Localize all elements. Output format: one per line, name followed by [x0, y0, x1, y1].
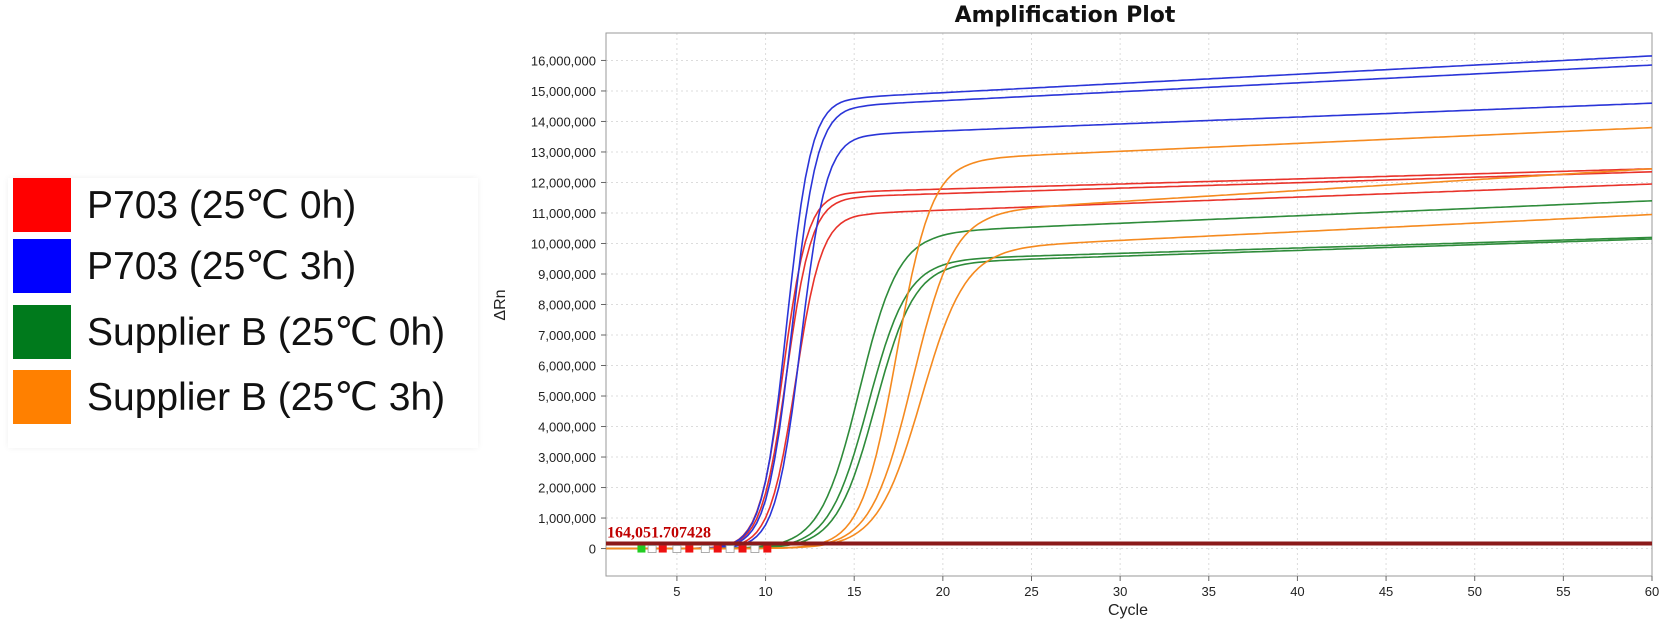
legend-item: Supplier B (25℃ 0h): [13, 305, 445, 359]
x-tick-label: 60: [1645, 584, 1659, 599]
y-tick-label: 5,000,000: [538, 389, 596, 404]
legend-swatch: [13, 305, 71, 359]
y-tick-label: 11,000,000: [532, 206, 596, 221]
legend-label: Supplier B (25℃ 0h): [87, 310, 446, 354]
baseline-marker: [763, 545, 772, 553]
y-tick-label: 1,000,000: [538, 511, 596, 526]
x-tick-label: 5: [673, 584, 680, 599]
chart-title: Amplification Plot: [955, 3, 1176, 28]
legend-swatch: [13, 239, 71, 293]
x-tick-label: 30: [1113, 584, 1127, 599]
series-group: [606, 55, 1653, 550]
y-tick-label: 0: [589, 542, 596, 557]
y-tick-label: 16,000,000: [531, 53, 596, 68]
y-tick-label: 13,000,000: [531, 145, 596, 160]
legend-label: P703 (25℃ 3h): [87, 244, 357, 288]
amplification-curve: [606, 55, 1653, 550]
amplification-curve: [606, 168, 1653, 550]
y-tick-label: 12,000,000: [531, 175, 596, 190]
y-tick-label: 3,000,000: [538, 450, 596, 465]
y-tick-label: 6,000,000: [538, 359, 596, 374]
chart-legend: P703 (25℃ 0h) P703 (25℃ 3h) Supplier B (…: [8, 178, 478, 448]
y-tick-label: 15,000,000: [531, 84, 596, 99]
baseline-marker: [713, 545, 722, 553]
legend-swatch: [13, 178, 71, 232]
grid: [606, 33, 1653, 576]
legend-item: Supplier B (25℃ 3h): [13, 370, 445, 424]
x-tick-label: 50: [1467, 584, 1481, 599]
x-axis-label: Cycle: [1108, 602, 1148, 619]
x-tick-label: 55: [1556, 584, 1570, 599]
legend-item: P703 (25℃ 3h): [13, 239, 356, 293]
baseline-marker: [637, 545, 646, 553]
baseline-marker: [685, 545, 694, 553]
legend-swatch: [13, 370, 71, 424]
y-axis-label: ΔRn: [492, 289, 509, 320]
legend-item: P703 (25℃ 0h): [13, 178, 356, 232]
amplification-curve: [606, 64, 1653, 550]
amplification-curve: [606, 126, 1653, 550]
y-tick-label: 8,000,000: [538, 298, 596, 313]
x-tick-label: 40: [1290, 584, 1304, 599]
legend-label: P703 (25℃ 0h): [87, 183, 357, 227]
amplification-curve: [606, 102, 1653, 550]
x-tick-label: 15: [847, 584, 861, 599]
y-tick-label: 10,000,000: [531, 236, 596, 251]
y-tick-label: 7,000,000: [538, 328, 596, 343]
y-axis: 0 1,000,000 2,000,000 3,000,000 4,000,000 5,0…: [531, 53, 606, 557]
amplification-curve: [606, 238, 1653, 550]
x-tick-label: 10: [758, 584, 772, 599]
amplification-curve: [606, 183, 1653, 550]
y-tick-label: 14,000,000: [531, 114, 596, 129]
threshold-group: 164,051.707428: [606, 525, 1652, 546]
well-markers: [637, 545, 772, 553]
x-tick-label: 35: [1202, 584, 1216, 599]
baseline-marker: [725, 545, 735, 553]
baseline-marker: [672, 545, 682, 553]
y-tick-label: 2,000,000: [538, 481, 596, 496]
baseline-marker: [738, 545, 747, 553]
amplification-curve: [606, 171, 1653, 550]
amplification-curve: [606, 213, 1653, 550]
x-tick-label: 20: [936, 584, 950, 599]
baseline-marker: [647, 545, 657, 553]
x-axis: 5 10 15 20 25 30 35 40 45 50 55 60: [673, 576, 1659, 599]
baseline-marker: [750, 545, 760, 553]
baseline-marker: [658, 545, 667, 553]
legend-label: Supplier B (25℃ 3h): [87, 375, 446, 419]
threshold-label: 164,051.707428: [607, 525, 711, 542]
x-tick-label: 25: [1024, 584, 1038, 599]
x-tick-label: 45: [1379, 584, 1393, 599]
y-tick-label: 9,000,000: [538, 267, 596, 282]
baseline-marker: [700, 545, 710, 553]
y-tick-label: 4,000,000: [538, 420, 596, 435]
